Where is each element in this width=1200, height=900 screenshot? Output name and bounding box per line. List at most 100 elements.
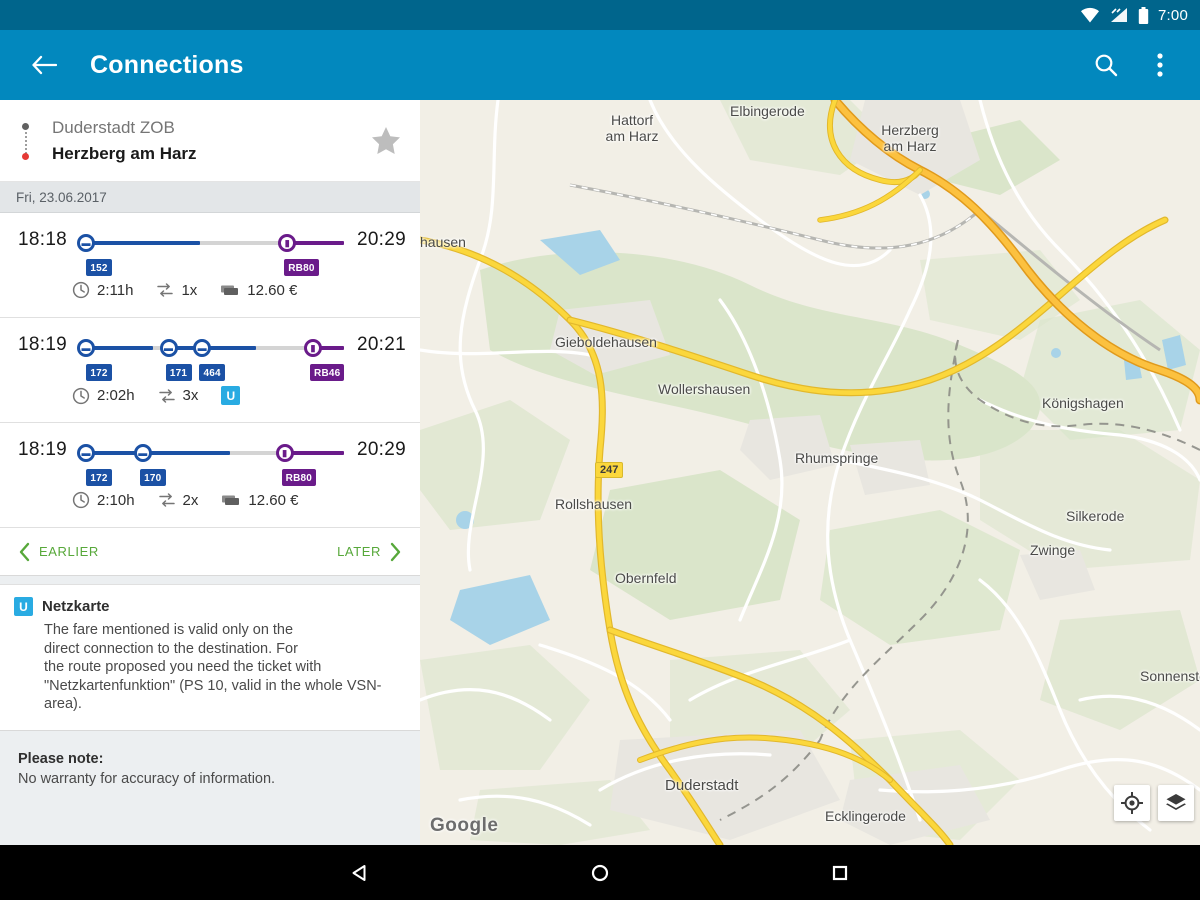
my-location-icon — [1121, 792, 1143, 814]
netzkarte-note-chip[interactable]: U — [221, 386, 241, 405]
netzkarte-title: Netzkarte — [42, 598, 110, 615]
destination-dot-icon — [22, 152, 29, 160]
my-location-button[interactable] — [1114, 785, 1150, 821]
duration-label: 2:11h — [97, 281, 134, 299]
route-destination: Herzberg am Harz — [52, 143, 197, 163]
train-stop-node-icon: ▮ — [278, 234, 297, 252]
fare-label: 12.60 € — [248, 491, 299, 509]
transfers-icon — [158, 388, 175, 403]
later-button[interactable]: LATER — [337, 542, 402, 562]
paging-controls: EARLIER LATER — [0, 528, 420, 576]
highway-shield-247: 247 — [595, 462, 624, 478]
route-header[interactable]: Duderstadt ZOB Herzberg am Harz — [0, 100, 420, 182]
nav-back-triangle-icon — [352, 864, 366, 881]
chevron-right-icon — [390, 542, 401, 561]
duration-clock-icon — [72, 491, 90, 509]
connection-meta: 2:11h 1x 12.60 € — [72, 281, 297, 299]
connection-row[interactable]: 18:18 20:29 ▬ ▮ 152 RB80 2:11h 1x 12.60 € — [0, 213, 420, 318]
line-badge: 171 — [165, 364, 192, 381]
cellular-signal-icon — [1111, 8, 1127, 22]
journey-timeline: ▬ ▮ — [77, 234, 344, 252]
line-badges: 172 171 464 RB46 — [86, 364, 406, 384]
transfers-label: 3x — [182, 387, 199, 404]
bus-stop-node-icon: ▬ — [77, 339, 95, 357]
footer-note-title: Please note: — [18, 750, 104, 767]
google-attribution: Google — [430, 815, 499, 836]
connection-list: 18:18 20:29 ▬ ▮ 152 RB80 2:11h 1x 12.60 €18:19 20… — [0, 213, 420, 528]
departure-time: 18:19 — [18, 334, 68, 355]
connection-row[interactable]: 18:19 20:29 ▬ ▬ ▮ 172 170 RB80 2:10h 2x 12.60 € — [0, 423, 420, 528]
route-origin: Duderstadt ZOB — [52, 117, 175, 137]
transfers-label: 1x — [181, 281, 198, 299]
netzkarte-chip-icon: U — [14, 597, 33, 616]
timeline-leg-segment — [202, 346, 257, 350]
later-label: LATER — [337, 544, 381, 559]
duration-clock-icon — [72, 281, 90, 299]
footer-note: Please note: No warranty for accuracy of… — [0, 731, 420, 789]
connection-row[interactable]: 18:19 20:21 ▬ ▬ ▬ ▮ 172 171 464 RB46 2:02h 3x U — [0, 318, 420, 423]
train-stop-node-icon: ▮ — [275, 444, 294, 462]
nav-recents-button[interactable] — [815, 853, 865, 893]
line-badge: RB80 — [281, 469, 317, 486]
earlier-button[interactable]: EARLIER — [18, 542, 99, 562]
transfers-icon — [157, 283, 174, 297]
bus-stop-node-icon: ▬ — [193, 339, 212, 357]
timeline-leg-segment — [142, 451, 231, 455]
departure-time: 18:19 — [18, 439, 68, 460]
origin-dot-icon — [22, 122, 29, 130]
route-dotted-line — [25, 131, 27, 154]
back-arrow-icon — [32, 55, 57, 75]
map-major-roads — [420, 100, 1200, 845]
nav-back-button[interactable] — [335, 853, 385, 893]
map-canvas — [420, 100, 1200, 845]
timeline-leg-segment — [313, 346, 344, 350]
connection-timeline-area: 18:19 20:29 ▬ ▬ ▮ 172 170 RB80 — [14, 423, 406, 486]
android-nav-bar — [0, 845, 1200, 900]
search-icon — [1095, 54, 1118, 77]
transfers-label: 2x — [182, 491, 199, 509]
duration-label: 2:10h — [97, 491, 135, 509]
timeline-leg-segment — [86, 451, 143, 455]
status-bar-clock: 7:00 — [1158, 6, 1188, 24]
line-badge: 170 — [139, 469, 166, 486]
date-bar: Fri, 23.06.2017 — [0, 182, 420, 213]
duration-label: 2:02h — [97, 387, 135, 404]
map-urban-areas — [550, 100, 1095, 845]
earlier-label: EARLIER — [39, 544, 99, 559]
star-icon — [372, 127, 400, 154]
footer-note-text: No warranty for accuracy of information. — [18, 770, 276, 787]
line-badge: 172 — [86, 364, 112, 381]
line-badge: 172 — [86, 469, 112, 486]
transfers-icon — [158, 493, 175, 507]
connection-meta: 2:10h 2x 12.60 € — [72, 491, 298, 509]
netzkarte-note: U Netzkarte The fare mentioned is valid … — [0, 584, 420, 731]
bus-stop-node-icon: ▬ — [77, 444, 95, 462]
line-badges: 172 170 RB80 — [86, 469, 406, 489]
netzkarte-body: The fare mentioned is valid only on the … — [44, 622, 382, 712]
favorite-button[interactable] — [366, 121, 406, 161]
bus-stop-node-icon: ▬ — [133, 444, 152, 462]
back-button[interactable] — [24, 45, 64, 85]
timeline-leg-segment — [86, 241, 200, 245]
search-button[interactable] — [1082, 41, 1130, 89]
connection-meta: 2:02h 3x U — [72, 386, 241, 405]
overflow-menu-button[interactable] — [1136, 41, 1184, 89]
map-layers-button[interactable] — [1158, 785, 1194, 821]
page-title: Connections — [90, 50, 244, 79]
journey-timeline: ▬ ▬ ▬ ▮ — [77, 339, 344, 357]
map-boundary — [719, 339, 1200, 821]
line-badge: RB46 — [310, 364, 345, 381]
timeline-leg-segment — [284, 451, 344, 455]
fare-ticket-icon — [221, 285, 239, 295]
nav-home-button[interactable] — [575, 853, 625, 893]
map-layers-icon — [1166, 794, 1186, 810]
netzkarte-note-head: U Netzkarte — [14, 597, 404, 617]
map-view[interactable]: Hattorf am Harz Elbingerode Herzberg am … — [420, 100, 1200, 845]
map-water — [450, 189, 1186, 645]
train-stop-node-icon: ▮ — [304, 339, 323, 357]
line-badge: 464 — [199, 364, 226, 381]
status-bar: 7:00 — [0, 0, 1200, 30]
nav-recents-square-icon — [832, 865, 848, 880]
arrival-time: 20:29 — [356, 439, 406, 460]
bus-stop-node-icon: ▬ — [77, 234, 95, 252]
